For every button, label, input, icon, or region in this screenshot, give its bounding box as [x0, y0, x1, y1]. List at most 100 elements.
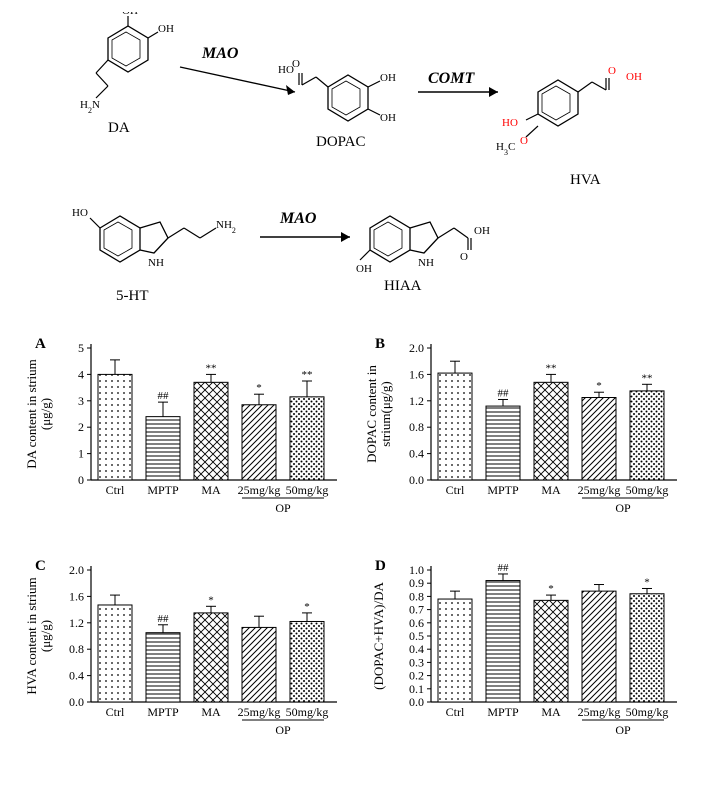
sig-marker: ##: [498, 562, 510, 574]
enzyme-mao-1: MAO: [202, 45, 238, 63]
ytick-label: 0: [78, 473, 84, 487]
svg-text:OH: OH: [474, 225, 490, 237]
cat-label: MPTP: [147, 483, 179, 497]
ytick-label: 0.2: [409, 669, 424, 683]
bar-25mg/kg: [582, 591, 616, 702]
panel-letter: A: [35, 336, 46, 352]
label-dopac: DOPAC: [316, 134, 365, 151]
ytick-label: 3: [78, 394, 84, 408]
svg-text:NH2: NH2: [216, 219, 236, 235]
ytick-label: 5: [78, 341, 84, 355]
panel-B: B0.00.40.81.21.62.0Ctrl##MPTP**MA*25mg/k…: [364, 336, 677, 515]
op-label: OP: [275, 723, 291, 737]
sig-marker: *: [596, 380, 602, 392]
ytick-label: 1.0: [409, 563, 424, 577]
ytick-label: 0.5: [409, 629, 424, 643]
bar-Ctrl: [438, 599, 472, 702]
svg-text:O: O: [292, 58, 300, 70]
op-label: OP: [615, 501, 631, 515]
panel-letter: D: [375, 558, 386, 574]
op-label: OP: [275, 501, 291, 515]
ytick-label: 1.6: [69, 589, 84, 603]
cat-label: MA: [201, 705, 221, 719]
ytick-label: 0.8: [69, 642, 84, 656]
svg-text:NH: NH: [148, 257, 164, 269]
bar-Ctrl: [438, 373, 472, 480]
panel-A: A012345Ctrl##MPTP**MA*25mg/kg**50mg/kgOP…: [25, 336, 337, 515]
svg-text:OH: OH: [158, 23, 174, 35]
bar-50mg/kg: [630, 391, 664, 480]
cat-label: MPTP: [487, 483, 519, 497]
svg-text:OH: OH: [626, 71, 642, 83]
bar-Ctrl: [98, 374, 132, 480]
op-label: OP: [615, 723, 631, 737]
bar-MA: [534, 600, 568, 702]
panel-D: D0.00.10.20.30.40.50.60.70.80.91.0Ctrl##…: [371, 558, 677, 737]
sig-marker: **: [642, 372, 653, 384]
cat-label: 25mg/kg: [238, 705, 281, 719]
sig-marker: *: [256, 382, 262, 394]
bar-MPTP: [486, 581, 520, 702]
cat-label: Ctrl: [106, 483, 125, 497]
y-axis-label: (DOPAC+HVA)/DA: [371, 582, 386, 690]
ytick-label: 0.4: [69, 669, 84, 683]
ytick-label: 0.1: [409, 682, 424, 696]
cat-label: 25mg/kg: [578, 483, 621, 497]
bar-50mg/kg: [290, 397, 324, 480]
ytick-label: 0.0: [69, 695, 84, 709]
ytick-label: 0.6: [409, 616, 424, 630]
cat-label: MA: [201, 483, 221, 497]
ytick-label: 0.7: [409, 603, 424, 617]
bar-MPTP: [146, 417, 180, 480]
reaction-schemes: OH OH H2N OH OH HO O: [50, 12, 670, 312]
svg-text:H2N: H2N: [80, 99, 100, 115]
ytick-label: 0.4: [409, 642, 424, 656]
label-5ht: 5-HT: [116, 288, 149, 305]
cat-label: 50mg/kg: [286, 483, 329, 497]
molecule-da: OH OH H2N: [80, 12, 174, 115]
sig-marker: ##: [498, 387, 510, 399]
cat-label: MPTP: [147, 705, 179, 719]
sig-marker: *: [548, 583, 554, 595]
ytick-label: 0.8: [409, 589, 424, 603]
molecule-5ht: NH HO NH2: [72, 207, 236, 269]
cat-label: Ctrl: [446, 705, 465, 719]
charts-svg: A012345Ctrl##MPTP**MA*25mg/kg**50mg/kgOP…: [25, 330, 695, 780]
bar-50mg/kg: [630, 594, 664, 702]
ytick-label: 0.0: [409, 473, 424, 487]
svg-text:OH: OH: [356, 263, 372, 275]
enzyme-comt: COMT: [428, 70, 474, 88]
molecule-hva: OH O HO H3C O: [496, 65, 642, 157]
ytick-label: 2: [78, 420, 84, 434]
label-hva: HVA: [570, 172, 601, 189]
cat-label: Ctrl: [446, 483, 465, 497]
sig-marker: **: [206, 362, 217, 374]
bar-25mg/kg: [242, 627, 276, 702]
svg-text:O: O: [608, 65, 616, 77]
bar-25mg/kg: [582, 398, 616, 481]
cat-label: 50mg/kg: [626, 483, 669, 497]
svg-text:NH: NH: [418, 257, 434, 269]
svg-text:OH: OH: [380, 72, 396, 84]
panel-C: C0.00.40.81.21.62.0Ctrl##MPTP*MA25mg/kg*…: [25, 558, 337, 737]
svg-text:OH: OH: [122, 12, 138, 17]
svg-text:HO: HO: [72, 207, 88, 219]
bar-Ctrl: [98, 605, 132, 702]
cat-label: Ctrl: [106, 705, 125, 719]
y-axis-label: DA content in strium(μg/g): [25, 359, 53, 468]
sig-marker: **: [546, 362, 557, 374]
bar-25mg/kg: [242, 405, 276, 480]
bar-MA: [194, 382, 228, 480]
sig-marker: *: [208, 594, 214, 606]
y-axis-label: DOPAC content instrium(μg/g): [364, 365, 393, 463]
ytick-label: 0.9: [409, 576, 424, 590]
cat-label: 50mg/kg: [626, 705, 669, 719]
cat-label: 25mg/kg: [578, 705, 621, 719]
panel-letter: C: [35, 558, 46, 574]
svg-text:HO: HO: [502, 117, 518, 129]
svg-text:O: O: [460, 251, 468, 263]
bar-50mg/kg: [290, 621, 324, 702]
panel-letter: B: [375, 336, 385, 352]
cat-label: MA: [541, 705, 561, 719]
svg-text:OH: OH: [380, 112, 396, 124]
